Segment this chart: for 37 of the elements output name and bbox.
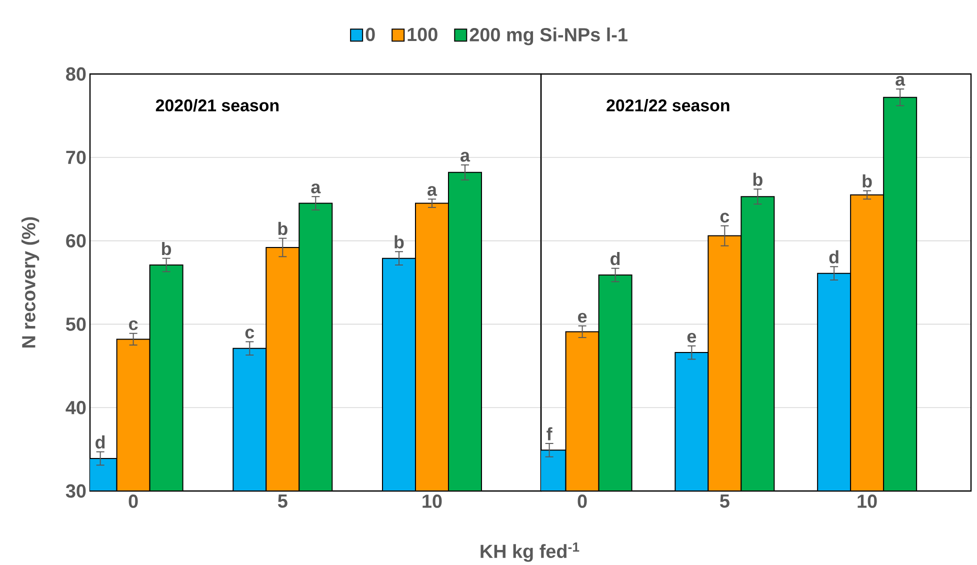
annotation: 2020/21 season [156, 98, 279, 112]
x-tick-label: 0 [578, 494, 587, 508]
data-label: d [610, 252, 620, 266]
data-label: a [896, 76, 906, 86]
data-label: b [394, 235, 404, 248]
data-label: c [129, 320, 138, 330]
data-label: e [578, 312, 587, 323]
data-label: b [753, 172, 762, 186]
data-label: b [278, 222, 288, 236]
data-label: c [720, 212, 730, 223]
data-label: e [687, 332, 696, 343]
data-label: b [162, 242, 172, 256]
y-tick-label: 80 [66, 67, 86, 81]
data-label: a [311, 184, 321, 194]
x-tick-label: 10 [422, 494, 442, 508]
y-tick-label: 50 [66, 318, 86, 331]
data-label: f [546, 427, 552, 440]
x-tick-label: 5 [278, 494, 288, 508]
y-tick-label: 70 [66, 150, 86, 164]
legend-label: 100 [408, 28, 438, 42]
x-tick-label: 10 [858, 494, 877, 508]
x-axis-title: KH kg fed$^{-1}$ [480, 542, 580, 562]
annotation: 2021/22 season [606, 98, 730, 112]
x-tick-label: 5 [720, 494, 730, 508]
y-tick-label: 30 [66, 484, 86, 498]
legend-label: 200 mg Si-NPs l-1 [470, 28, 628, 46]
y-tick-label: 40 [66, 400, 86, 414]
y-tick-label: 60 [66, 234, 86, 248]
data-label: a [428, 186, 438, 196]
data-label: b [862, 174, 872, 188]
data-label: d [96, 435, 105, 449]
x-tick-label: 0 [128, 494, 138, 508]
y-axis-title: N recovery (%) [21, 217, 40, 348]
data-label: d [829, 250, 838, 264]
data-label: a [460, 152, 470, 162]
legend-label: 0 [366, 28, 375, 42]
data-label: c [245, 328, 254, 339]
